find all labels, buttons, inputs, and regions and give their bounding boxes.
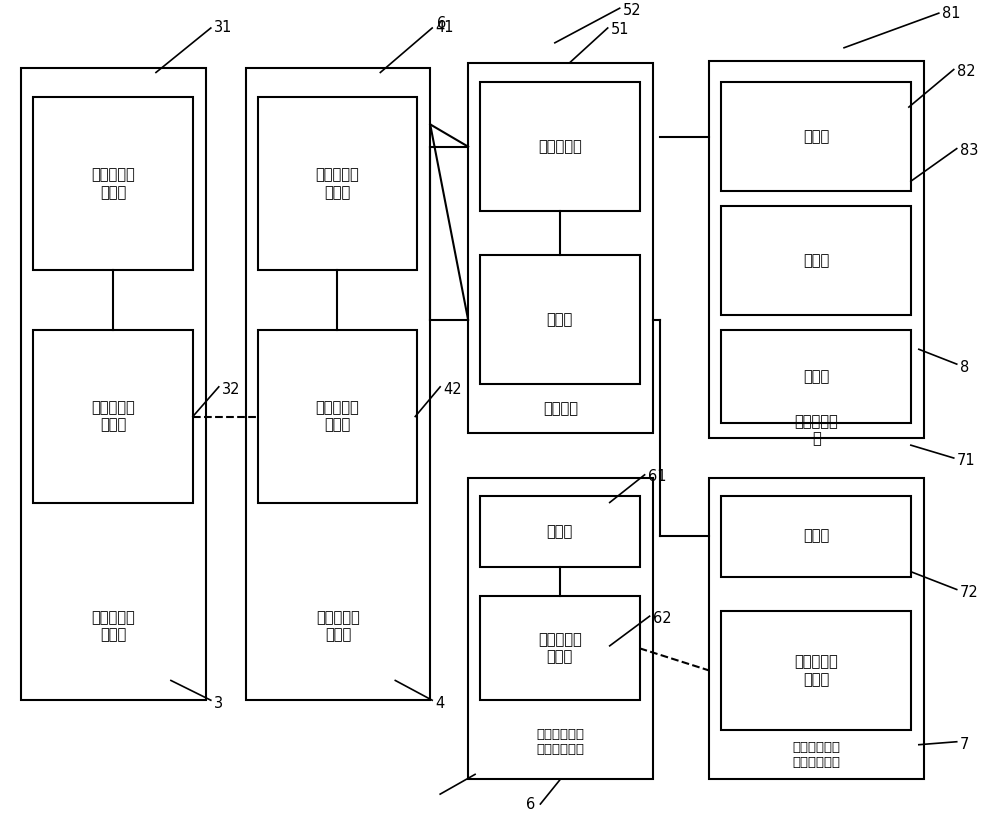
Text: 6: 6: [437, 15, 446, 31]
Text: 61: 61: [648, 470, 666, 484]
Text: 83: 83: [960, 143, 978, 158]
Text: 电源无线发
射模块: 电源无线发 射模块: [92, 610, 135, 642]
Text: 电源无线接
收电路: 电源无线接 收电路: [316, 168, 359, 200]
Text: 电源无线接
收线圈: 电源无线接 收线圈: [316, 400, 359, 432]
Text: 62: 62: [653, 610, 671, 626]
Bar: [258, 330, 417, 502]
Text: 电源无线接
收模块: 电源无线接 收模块: [316, 610, 360, 642]
Text: 温度数据译码
无线接收模块: 温度数据译码 无线接收模块: [793, 741, 841, 768]
Text: 8: 8: [960, 360, 969, 374]
Bar: [709, 60, 924, 438]
Text: 51: 51: [611, 23, 629, 37]
Bar: [21, 68, 206, 700]
Text: 72: 72: [960, 585, 978, 600]
Text: 3: 3: [214, 696, 223, 711]
Text: 81: 81: [942, 6, 960, 20]
Text: 电源无线发
射电路: 电源无线发 射电路: [91, 168, 135, 200]
Bar: [480, 597, 640, 700]
Bar: [709, 478, 924, 779]
Text: 32: 32: [222, 383, 240, 397]
Bar: [258, 97, 417, 270]
Text: 单片机: 单片机: [547, 312, 573, 327]
Bar: [33, 97, 193, 270]
Bar: [721, 611, 911, 730]
Text: 控制器: 控制器: [803, 129, 829, 144]
Bar: [468, 478, 653, 779]
Text: 电源无线发
射线圈: 电源无线发 射线圈: [91, 400, 135, 432]
Bar: [480, 496, 640, 567]
Text: 52: 52: [623, 2, 641, 18]
Text: 数据无线发
射模块: 数据无线发 射模块: [538, 632, 582, 664]
Bar: [721, 496, 911, 576]
Bar: [480, 82, 640, 211]
Bar: [33, 330, 193, 502]
Text: 31: 31: [214, 20, 232, 36]
Text: 6: 6: [526, 797, 535, 812]
Text: 报警器: 报警器: [803, 369, 829, 384]
Text: 编码器: 编码器: [547, 523, 573, 539]
Text: 灶具控制模
块: 灶具控制模 块: [795, 414, 838, 447]
Bar: [246, 68, 430, 700]
Bar: [721, 206, 911, 315]
Text: 温度数据编码
无线发射模块: 温度数据编码 无线发射模块: [536, 728, 584, 755]
Text: 71: 71: [957, 453, 975, 469]
Bar: [721, 82, 911, 191]
Text: 测温模块: 测温模块: [543, 401, 578, 416]
Bar: [480, 256, 640, 384]
Text: 电磁阀: 电磁阀: [803, 253, 829, 268]
Text: 温度传感器: 温度传感器: [538, 139, 582, 154]
Bar: [468, 63, 653, 433]
Text: 82: 82: [957, 64, 975, 79]
Text: 7: 7: [960, 737, 969, 752]
Text: 译码器: 译码器: [803, 528, 829, 544]
Text: 4: 4: [435, 696, 444, 711]
Bar: [721, 330, 911, 423]
Text: 数据无线接
收模块: 数据无线接 收模块: [794, 654, 838, 687]
Text: 42: 42: [443, 383, 462, 397]
Text: 41: 41: [435, 20, 454, 36]
